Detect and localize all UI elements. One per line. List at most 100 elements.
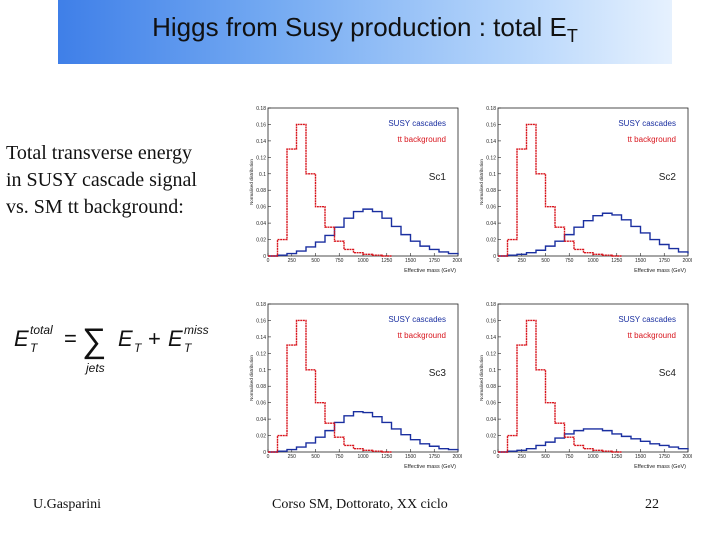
x-tick-label: 1250	[381, 258, 392, 264]
series-susy-cascades	[268, 411, 459, 453]
y-tick-label: 0.14	[256, 139, 266, 145]
y-axis-title: Normalised distribution	[479, 355, 484, 401]
panel-label: Sc4	[659, 368, 677, 379]
panel-label: Sc1	[429, 172, 447, 183]
x-tick-label: 250	[518, 258, 527, 264]
panel-label: Sc2	[659, 172, 677, 183]
x-tick-label: 0	[497, 454, 500, 460]
footer-author: U.Gasparini	[33, 497, 102, 512]
panel-label: Sc3	[429, 368, 447, 379]
legend-entry-tt-background: tt background	[398, 331, 446, 340]
y-tick-label: 0.08	[486, 188, 496, 194]
chart-panel-sc2: Normalised distribution 0 0.02 0.04 0.06 0.08…	[479, 106, 692, 274]
y-tick-label: 0.16	[486, 318, 496, 324]
y-tick-label: 0.1	[489, 172, 496, 178]
legend-entry-susy-cascades: SUSY cascades	[388, 315, 446, 324]
y-tick-label: 0.14	[486, 335, 496, 341]
x-tick-label: 1750	[429, 258, 440, 264]
y-tick-label: 0.12	[486, 351, 496, 357]
x-tick-label: 750	[565, 454, 574, 460]
y-tick-label: 0.08	[256, 384, 266, 390]
y-tick-label: 0.04	[486, 221, 496, 227]
formula-equals: =	[64, 326, 77, 351]
chart-panel-sc3: Normalised distribution 0 0.02 0.04 0.06 0.08…	[249, 302, 462, 470]
legend-entry-susy-cascades: SUSY cascades	[388, 119, 446, 128]
x-axis-title: Effective mass (GeV)	[634, 464, 686, 470]
x-tick-label: 2000	[452, 258, 462, 264]
x-tick-label: 1750	[659, 258, 670, 264]
y-tick-label: 0.04	[256, 417, 266, 423]
y-tick-label: 0.04	[486, 417, 496, 423]
chart-panel-sc1: Normalised distribution 0 0.02 0.04 0.06 0.08…	[249, 106, 462, 274]
legend-entry-tt-background: tt background	[628, 331, 676, 340]
x-tick-label: 250	[288, 258, 297, 264]
title-bar: Higgs from Susy production : total ET	[58, 0, 672, 64]
y-tick-label: 0.06	[486, 205, 496, 211]
x-tick-label: 1000	[587, 454, 598, 460]
legend-entry-tt-background: tt background	[628, 135, 676, 144]
y-tick-label: 0.06	[256, 205, 266, 211]
x-tick-label: 1250	[381, 454, 392, 460]
chart-panel-sc4: Normalised distribution 0 0.02 0.04 0.06 0.08…	[479, 302, 692, 470]
y-tick-label: 0.14	[486, 139, 496, 145]
formula-lhs-sup: total	[30, 323, 53, 337]
y-tick-label: 0.16	[486, 122, 496, 128]
formula-sum-under: jets	[84, 361, 105, 375]
x-tick-label: 750	[335, 258, 344, 264]
y-tick-label: 0	[263, 450, 266, 456]
formula-term2-sub: T	[184, 341, 193, 355]
y-tick-label: 0.12	[256, 351, 266, 357]
x-tick-label: 500	[541, 258, 550, 264]
x-axis-title: Effective mass (GeV)	[404, 464, 456, 470]
y-tick-label: 0.18	[486, 302, 496, 308]
y-tick-label: 0.06	[486, 401, 496, 407]
y-tick-label: 0.1	[259, 172, 266, 178]
y-tick-label: 0.06	[256, 401, 266, 407]
x-tick-label: 1500	[635, 454, 646, 460]
y-tick-label: 0.04	[256, 221, 266, 227]
y-tick-label: 0.1	[489, 368, 496, 374]
plot-frame	[497, 107, 689, 257]
y-tick-label: 0.16	[256, 318, 266, 324]
series-susy-cascades	[268, 208, 459, 257]
series-tt-background	[498, 319, 622, 453]
formula-lhs: E	[14, 326, 29, 351]
formula: E total T = ∑ jets E T + E miss T	[14, 322, 209, 375]
x-tick-label: 1750	[429, 454, 440, 460]
x-tick-label: 250	[288, 454, 297, 460]
y-tick-label: 0	[493, 254, 496, 260]
series-tt-background	[498, 123, 622, 257]
y-tick-label: 0.12	[256, 155, 266, 161]
y-axis-title: Normalised distribution	[249, 159, 254, 205]
y-tick-label: 0.18	[256, 302, 266, 308]
slide-title-subscript: T	[566, 26, 578, 46]
x-tick-label: 500	[541, 454, 550, 460]
plot-frame	[497, 303, 689, 453]
y-tick-label: 0.1	[259, 368, 266, 374]
y-tick-label: 0.02	[256, 434, 266, 440]
x-tick-label: 1500	[635, 258, 646, 264]
y-tick-label: 0.02	[486, 238, 496, 244]
x-tick-label: 1500	[405, 258, 416, 264]
y-tick-label: 0.08	[486, 384, 496, 390]
y-tick-label: 0.12	[486, 155, 496, 161]
y-axis-title: Normalised distribution	[479, 159, 484, 205]
x-tick-label: 0	[497, 258, 500, 264]
x-tick-label: 750	[335, 454, 344, 460]
slide-title-main: Higgs from Susy production : total E	[152, 12, 567, 42]
y-tick-label: 0	[493, 450, 496, 456]
formula-plus: +	[148, 326, 161, 351]
y-tick-label: 0.18	[256, 106, 266, 112]
footer-course: Corso SM, Dottorato, XX ciclo	[272, 497, 448, 512]
x-tick-label: 500	[311, 454, 320, 460]
series-susy-cascades	[498, 428, 689, 453]
plot-frame	[267, 107, 459, 257]
y-tick-label: 0.18	[486, 106, 496, 112]
x-tick-label: 1000	[357, 258, 368, 264]
y-tick-label: 0.02	[256, 238, 266, 244]
plot-frame	[267, 303, 459, 453]
body-line-3: vs. SM tt background:	[6, 196, 184, 218]
x-tick-label: 2000	[452, 454, 462, 460]
formula-term1-sub: T	[134, 341, 143, 355]
y-tick-label: 0	[263, 254, 266, 260]
